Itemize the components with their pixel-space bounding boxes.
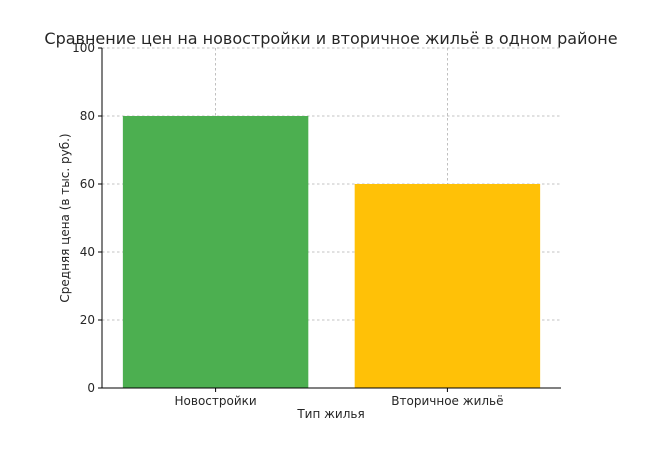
x-axis-label: Тип жилья <box>296 407 364 421</box>
bar-2 <box>354 184 541 388</box>
bars <box>122 116 541 388</box>
y-tick-label: 20 <box>80 313 95 327</box>
y-tick-label: 40 <box>80 245 95 259</box>
y-axis-label: Средняя цена (в тыс. руб.) <box>58 133 72 302</box>
y-tick-label: 0 <box>87 381 95 395</box>
y-tick-label: 80 <box>80 109 95 123</box>
y-tick-label: 100 <box>72 41 95 55</box>
bar-1 <box>122 116 309 388</box>
y-tick-label: 60 <box>80 177 95 191</box>
chart-title: Сравнение цен на новостройки и вторичное… <box>44 29 617 48</box>
x-tick-label: Новостройки <box>175 394 257 408</box>
x-tick-label: Вторичное жильё <box>391 394 503 408</box>
axes: 0 20 40 60 80 100 Новостройки Вторичное жильё <box>72 41 561 408</box>
